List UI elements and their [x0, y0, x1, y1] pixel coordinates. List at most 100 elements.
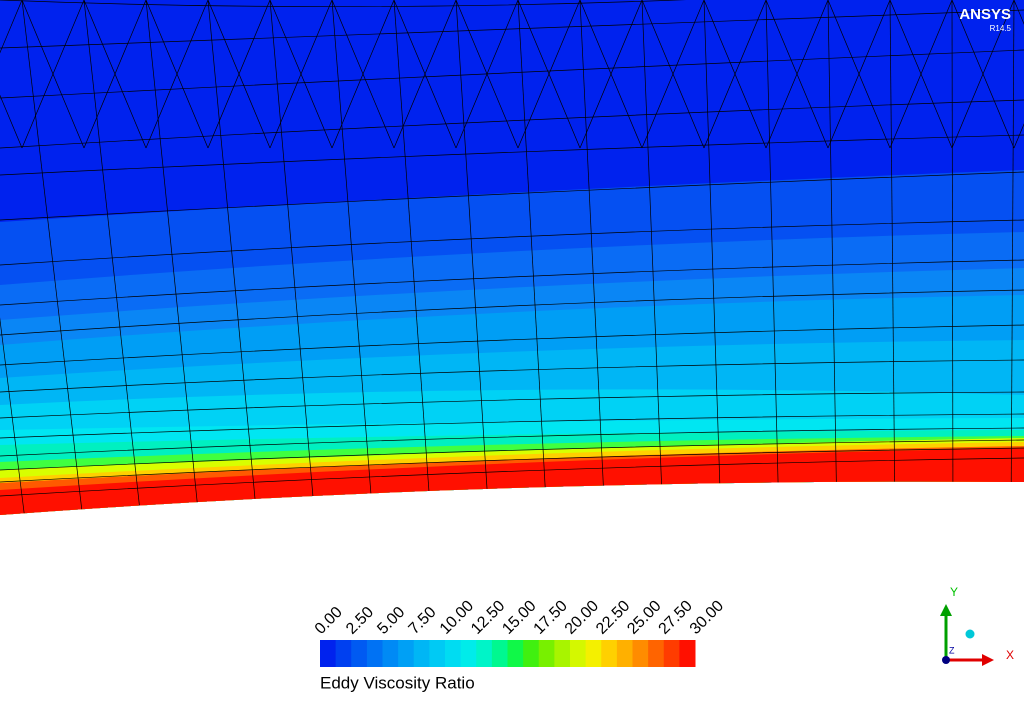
mesh-line: [207, 0, 258, 515]
mesh-line: [0, 0, 1024, 8]
mesh-line: [0, 0, 23, 149]
mesh-line: [0, 359, 1024, 393]
axis-triad: Y X Z: [940, 585, 1014, 666]
mesh-line: [0, 427, 1024, 457]
mesh-line: [0, 0, 26, 515]
mesh-line: [0, 99, 1024, 149]
mesh-line: [889, 0, 896, 515]
colorbar-tick-label: 10.00: [437, 597, 477, 637]
mesh-line: [765, 0, 780, 515]
mesh-line: [889, 0, 953, 149]
mesh-line: [0, 219, 1024, 266]
mesh-line: [517, 0, 581, 149]
mesh-line: [703, 0, 722, 515]
mesh-line: [83, 0, 142, 515]
mesh-line: [517, 0, 548, 515]
color-band: [585, 640, 602, 667]
color-band: [491, 640, 508, 667]
mesh-line: [0, 457, 1024, 497]
color-band: [632, 640, 649, 667]
mesh-line: [0, 324, 1024, 366]
mesh-line: [393, 0, 432, 515]
mesh-line: [951, 0, 954, 515]
color-band: [351, 640, 368, 667]
color-band: [366, 640, 383, 667]
color-band: [648, 640, 665, 667]
colorbar-tick-label: 2.50: [343, 604, 377, 638]
color-band: [460, 640, 477, 667]
color-band: [382, 640, 399, 667]
mesh-line: [0, 439, 1024, 471]
mesh-line: [827, 0, 891, 149]
colorbar-tick-label: 15.00: [499, 597, 539, 637]
logo-name: ANSYS: [959, 6, 1011, 23]
colorbar-tick-label: 0.00: [312, 604, 346, 638]
color-band: [445, 640, 462, 667]
colorbar-tick-label: 22.50: [593, 597, 633, 637]
mesh-line: [703, 0, 767, 149]
mesh-line: [641, 0, 664, 515]
colorbar-tick-label: 7.50: [406, 604, 440, 638]
color-band: [335, 640, 352, 667]
mesh-line: [765, 0, 829, 149]
mesh-line: [21, 0, 85, 149]
mesh-line: [0, 289, 1024, 336]
mesh-line: [0, 171, 1024, 221]
mesh: [0, 0, 1024, 515]
color-band: [616, 640, 633, 667]
mesh-line: [1010, 0, 1015, 515]
mesh-line: [269, 0, 316, 515]
mesh-line: [331, 0, 374, 515]
mesh-line: [0, 259, 1024, 306]
mesh-line: [0, 447, 1024, 483]
mesh-line: [207, 0, 271, 149]
mesh-line: [145, 0, 209, 149]
colorbar-tick-label: 20.00: [562, 597, 602, 637]
colorbar-tick-label: 27.50: [656, 597, 696, 637]
color-band: [523, 640, 540, 667]
mesh-line: [455, 0, 519, 149]
colorbar: 0.002.505.007.5010.0012.5015.0017.5020.0…: [312, 597, 727, 667]
mesh-line: [0, 413, 1024, 439]
mesh-line: [0, 134, 1024, 176]
colorbar-tick-label: 30.00: [687, 597, 727, 637]
mesh-line: [21, 0, 84, 515]
mesh-line: [0, 391, 1024, 419]
colorbar-tick-label: 25.00: [624, 597, 664, 637]
mesh-line: [579, 0, 643, 149]
mesh-line: [83, 0, 147, 149]
colorbar-tick-label: 5.00: [374, 604, 408, 638]
mesh-line: [641, 0, 705, 149]
y-label: Y: [950, 585, 958, 599]
contour-band: [0, 448, 1024, 515]
mesh-line: [393, 0, 457, 149]
light-sphere: [965, 629, 975, 639]
x-arrowhead: [982, 654, 994, 666]
mesh-line: [145, 0, 200, 515]
z-axis-dot: [942, 656, 950, 664]
color-band: [429, 640, 446, 667]
mesh-line: [0, 0, 23, 149]
color-band: [601, 640, 618, 667]
colorbar-tick-label: 12.50: [468, 597, 508, 637]
color-band: [320, 640, 337, 667]
y-arrowhead: [940, 604, 952, 616]
mesh-line: [0, 49, 1024, 99]
mesh-line: [455, 0, 490, 515]
mesh-line: [827, 0, 838, 515]
logo-version: R14.5: [990, 24, 1012, 33]
colorbar-title: Eddy Viscosity Ratio: [320, 673, 475, 692]
color-band: [507, 640, 524, 667]
color-band: [554, 640, 571, 667]
color-band: [538, 640, 555, 667]
mesh-line: [269, 0, 333, 149]
colorbar-tick-label: 17.50: [531, 597, 571, 637]
color-band: [570, 640, 587, 667]
color-band: [663, 640, 680, 667]
color-band: [476, 640, 493, 667]
z-label: Z: [949, 645, 955, 655]
color-band: [398, 640, 415, 667]
mesh-line: [579, 0, 606, 515]
color-band: [679, 640, 696, 667]
